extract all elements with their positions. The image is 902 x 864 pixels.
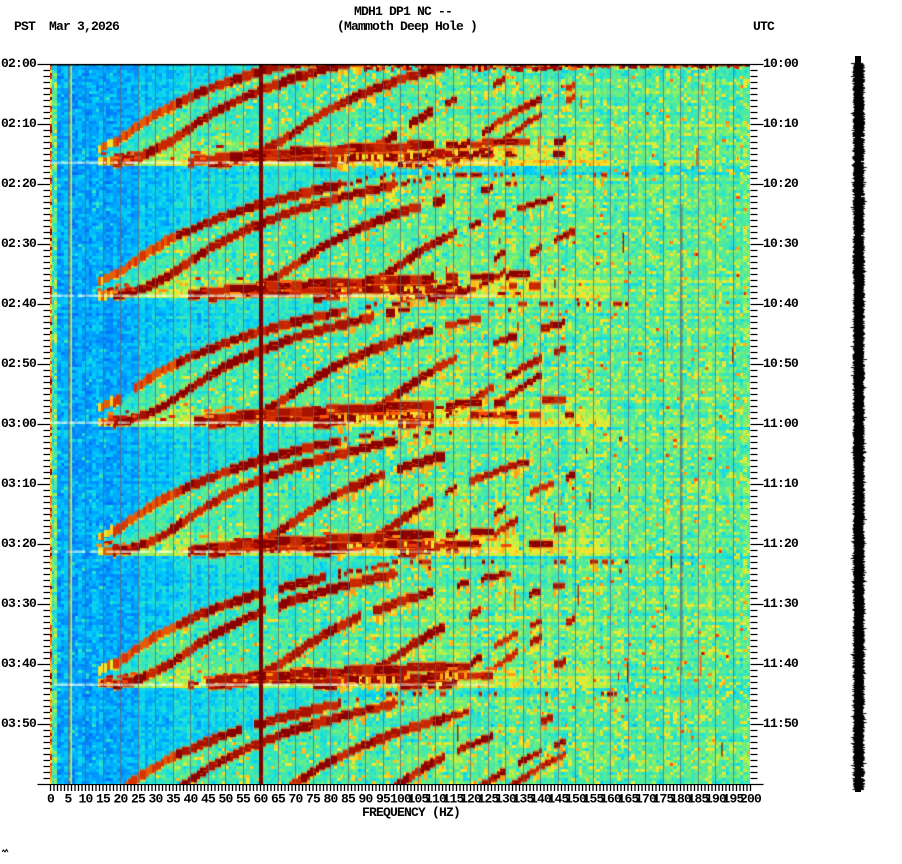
svg-text:35: 35	[166, 792, 181, 807]
svg-text:175: 175	[652, 792, 674, 807]
svg-text:11:30: 11:30	[763, 596, 799, 611]
svg-text:20: 20	[113, 792, 128, 807]
svg-text:100: 100	[390, 792, 412, 807]
svg-text:03:30: 03:30	[1, 596, 37, 611]
svg-text:30: 30	[148, 792, 163, 807]
svg-text:170: 170	[635, 792, 657, 807]
svg-text:60: 60	[253, 792, 268, 807]
svg-text:50: 50	[218, 792, 233, 807]
svg-text:10:50: 10:50	[763, 356, 799, 371]
svg-text:165: 165	[617, 792, 639, 807]
svg-text:195: 195	[722, 792, 744, 807]
svg-text:80: 80	[323, 792, 338, 807]
svg-text:55: 55	[236, 792, 251, 807]
svg-text:15: 15	[96, 792, 111, 807]
svg-text:11:10: 11:10	[763, 476, 799, 491]
svg-text:03:50: 03:50	[1, 716, 37, 731]
svg-text:10:00: 10:00	[763, 56, 799, 71]
svg-text:65: 65	[271, 792, 286, 807]
svg-text:160: 160	[600, 792, 622, 807]
svg-text:85: 85	[341, 792, 356, 807]
svg-text:03:10: 03:10	[1, 476, 37, 491]
svg-text:02:20: 02:20	[1, 176, 37, 191]
svg-text:70: 70	[288, 792, 303, 807]
svg-text:40: 40	[183, 792, 198, 807]
svg-text:03:00: 03:00	[1, 416, 37, 431]
svg-text:90: 90	[358, 792, 373, 807]
svg-text:135: 135	[512, 792, 534, 807]
svg-text:03:40: 03:40	[1, 656, 37, 671]
svg-text:10:40: 10:40	[763, 296, 799, 311]
svg-text:110: 110	[425, 792, 447, 807]
svg-text:200: 200	[740, 792, 762, 807]
svg-text:11:00: 11:00	[763, 416, 799, 431]
svg-text:140: 140	[530, 792, 552, 807]
svg-text:120: 120	[460, 792, 482, 807]
svg-text:145: 145	[547, 792, 569, 807]
svg-text:130: 130	[495, 792, 517, 807]
svg-text:95: 95	[376, 792, 391, 807]
svg-text:10:30: 10:30	[763, 236, 799, 251]
svg-text:02:40: 02:40	[1, 296, 37, 311]
svg-text:10:20: 10:20	[763, 176, 799, 191]
svg-text:02:50: 02:50	[1, 356, 37, 371]
svg-text:11:40: 11:40	[763, 656, 799, 671]
svg-text:10: 10	[78, 792, 93, 807]
svg-text:190: 190	[705, 792, 727, 807]
svg-text:03:20: 03:20	[1, 536, 37, 551]
svg-text:125: 125	[477, 792, 499, 807]
svg-text:02:10: 02:10	[1, 116, 37, 131]
svg-text:155: 155	[582, 792, 604, 807]
svg-text:5: 5	[64, 792, 72, 807]
svg-text:25: 25	[131, 792, 146, 807]
svg-text:02:30: 02:30	[1, 236, 37, 251]
svg-text:02:00: 02:00	[1, 56, 37, 71]
svg-text:45: 45	[201, 792, 216, 807]
svg-text:0: 0	[47, 792, 55, 807]
svg-text:180: 180	[670, 792, 692, 807]
svg-text:185: 185	[687, 792, 709, 807]
svg-text:150: 150	[565, 792, 587, 807]
svg-text:75: 75	[306, 792, 321, 807]
svg-text:11:50: 11:50	[763, 716, 799, 731]
svg-text:105: 105	[407, 792, 429, 807]
svg-text:10:10: 10:10	[763, 116, 799, 131]
svg-text:115: 115	[442, 792, 464, 807]
svg-text:11:20: 11:20	[763, 536, 799, 551]
